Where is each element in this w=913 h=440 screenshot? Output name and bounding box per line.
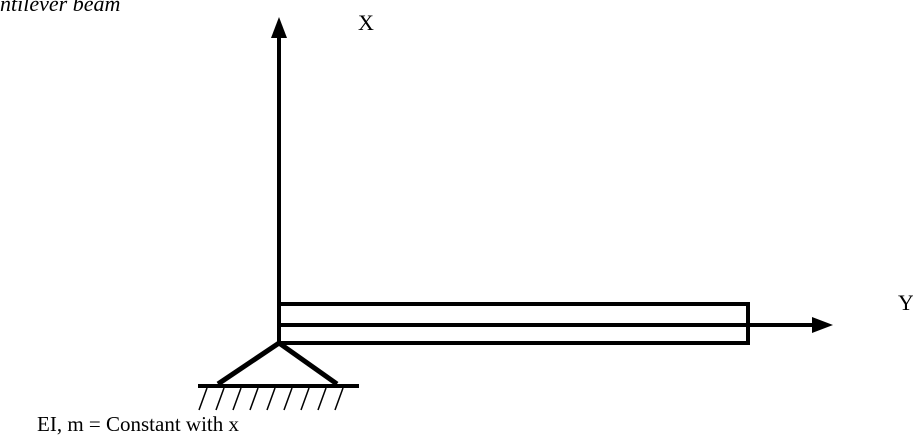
y-axis-arrowhead — [812, 317, 833, 333]
y-axis — [748, 317, 833, 333]
x-axis — [271, 17, 287, 343]
x-axis-label: X — [358, 10, 374, 35]
figure-caption: ntilever beam — [0, 0, 121, 16]
y-axis-label: Y — [898, 290, 913, 315]
beam-properties-note: EI, m = Constant with x — [37, 412, 240, 436]
cantilever-beam — [277, 302, 750, 345]
support-triangle — [216, 339, 339, 387]
pin-support — [198, 339, 359, 411]
ground-hatching — [198, 387, 344, 411]
x-axis-arrowhead — [271, 17, 287, 38]
